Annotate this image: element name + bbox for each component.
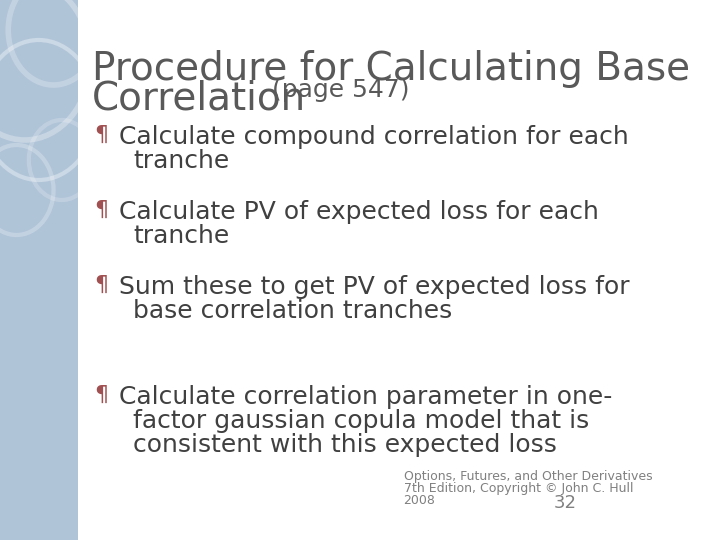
- Text: Options, Futures, and Other Derivatives: Options, Futures, and Other Derivatives: [404, 470, 652, 483]
- Bar: [0, 0, 78, 540]
- Text: 32: 32: [554, 494, 577, 512]
- Text: tranche: tranche: [133, 224, 230, 248]
- Text: Correlation: Correlation: [92, 80, 307, 118]
- Text: Calculate compound correlation for each: Calculate compound correlation for each: [120, 125, 629, 149]
- Text: Calculate PV of expected loss for each: Calculate PV of expected loss for each: [120, 200, 599, 224]
- Text: ¶: ¶: [95, 125, 109, 145]
- Text: ¶: ¶: [95, 200, 109, 220]
- Text: factor gaussian copula model that is: factor gaussian copula model that is: [133, 409, 590, 433]
- Text: Procedure for Calculating Base: Procedure for Calculating Base: [92, 50, 690, 88]
- Text: Sum these to get PV of expected loss for: Sum these to get PV of expected loss for: [120, 275, 630, 299]
- Text: 2008: 2008: [404, 494, 436, 507]
- Text: 7th Edition, Copyright © John C. Hull: 7th Edition, Copyright © John C. Hull: [404, 482, 633, 495]
- Text: ¶: ¶: [95, 275, 109, 295]
- Text: tranche: tranche: [133, 149, 230, 173]
- Text: (page 547): (page 547): [272, 78, 410, 102]
- Text: ¶: ¶: [95, 385, 109, 405]
- Text: Calculate correlation parameter in one-: Calculate correlation parameter in one-: [120, 385, 613, 409]
- Text: base correlation tranches: base correlation tranches: [133, 299, 453, 323]
- Text: consistent with this expected loss: consistent with this expected loss: [133, 433, 557, 457]
